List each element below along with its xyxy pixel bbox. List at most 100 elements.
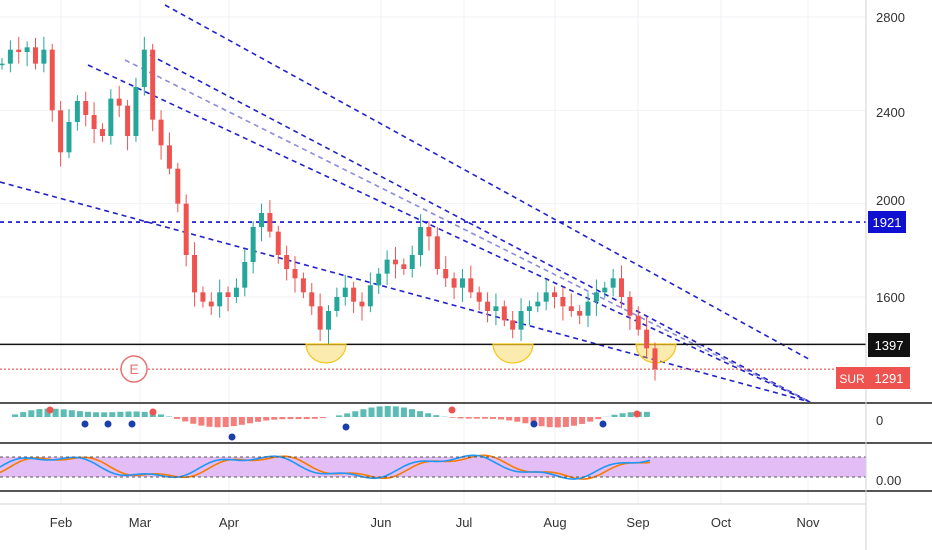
candle-body bbox=[300, 278, 306, 293]
candle-body bbox=[83, 101, 89, 115]
candle-body bbox=[359, 301, 365, 307]
candle-body bbox=[644, 329, 650, 349]
macd-bar bbox=[279, 417, 286, 420]
macd-bar bbox=[20, 412, 27, 417]
macd-bar bbox=[125, 411, 132, 417]
sur-badge-label: SUR bbox=[839, 372, 865, 386]
channel-line bbox=[124, 59, 811, 403]
macd-bar bbox=[182, 417, 189, 422]
candle-body bbox=[158, 119, 164, 146]
macd-bar bbox=[643, 411, 650, 417]
candle-body bbox=[24, 47, 30, 52]
pane-separators bbox=[0, 402, 932, 492]
stochastic-indicator bbox=[0, 454, 866, 480]
candle-body bbox=[493, 306, 499, 311]
candle-body bbox=[41, 49, 47, 64]
macd-signal-dot bbox=[228, 433, 236, 441]
macd-bar bbox=[481, 417, 488, 419]
macd-bar bbox=[473, 417, 480, 419]
candle-body bbox=[627, 297, 633, 316]
macd-zero-label: 0 bbox=[876, 413, 883, 428]
macd-bar bbox=[68, 410, 75, 417]
level-badge-1921: 1921 bbox=[868, 211, 906, 233]
macd-bar bbox=[344, 413, 351, 417]
macd-signal-dot bbox=[104, 420, 112, 428]
candle-body bbox=[501, 306, 507, 321]
candle-body bbox=[401, 264, 407, 269]
macd-bar bbox=[141, 411, 148, 417]
candle-body bbox=[0, 63, 5, 66]
macd-indicator bbox=[12, 406, 650, 441]
macd-bar bbox=[400, 407, 407, 417]
macd-bar bbox=[287, 417, 294, 420]
macd-bar bbox=[538, 417, 545, 427]
macd-bar bbox=[425, 413, 432, 417]
macd-bar bbox=[627, 412, 634, 417]
macd-bar bbox=[587, 417, 594, 422]
macd-bar bbox=[109, 412, 116, 417]
macd-bar bbox=[303, 417, 310, 420]
chart-grid bbox=[0, 0, 866, 504]
candle-body bbox=[351, 287, 357, 302]
macd-bar bbox=[263, 417, 270, 421]
macd-bar bbox=[271, 417, 278, 420]
candle-body bbox=[292, 269, 298, 279]
price-tick-2400: 2400 bbox=[876, 105, 905, 120]
candle-body bbox=[602, 287, 608, 293]
month-label-nov: Nov bbox=[796, 515, 820, 530]
candle-body bbox=[116, 98, 122, 106]
macd-bar bbox=[409, 409, 415, 417]
candle-body bbox=[275, 231, 281, 255]
candle-body bbox=[443, 269, 449, 279]
time-axis[interactable]: Feb Mar Apr Jun Jul Aug Sep Oct Nov bbox=[0, 503, 866, 530]
macd-bar bbox=[198, 417, 205, 426]
month-label-oct: Oct bbox=[711, 515, 732, 530]
macd-bar bbox=[546, 417, 553, 428]
price-tick-1600: 1600 bbox=[876, 290, 905, 305]
macd-bar bbox=[311, 417, 318, 419]
macd-bar bbox=[206, 417, 213, 427]
candle-body bbox=[250, 227, 256, 262]
macd-bar bbox=[214, 417, 221, 428]
candle-body bbox=[367, 285, 373, 307]
macd-bar bbox=[514, 417, 521, 422]
candle-body bbox=[183, 203, 189, 255]
month-label-jul: Jul bbox=[456, 515, 473, 530]
candle-body bbox=[133, 87, 139, 136]
price-axis[interactable]: 2800 2400 2000 1600 1921 1397 SUR 1291 0… bbox=[836, 0, 910, 550]
macd-signal-dot bbox=[342, 423, 350, 431]
stoch-zero-label: 0.00 bbox=[876, 473, 901, 488]
price-tick-2000: 2000 bbox=[876, 193, 905, 208]
candle-body bbox=[141, 49, 147, 87]
candlestick-series[interactable] bbox=[0, 36, 658, 381]
macd-bar bbox=[506, 417, 513, 421]
macd-signal-dot bbox=[633, 410, 641, 418]
macd-bar bbox=[619, 413, 626, 417]
macd-bar bbox=[360, 409, 367, 417]
macd-bar bbox=[490, 417, 496, 419]
candle-body bbox=[619, 278, 625, 297]
macd-bar bbox=[352, 411, 359, 417]
month-label-jun: Jun bbox=[371, 515, 392, 530]
macd-bar bbox=[384, 406, 391, 417]
price-levels bbox=[0, 221, 866, 370]
candle-body bbox=[384, 259, 390, 274]
month-label-aug: Aug bbox=[543, 515, 566, 530]
macd-signal-dot bbox=[599, 420, 607, 428]
candle-body bbox=[74, 101, 80, 122]
stochastic-k-line bbox=[0, 454, 651, 480]
macd-bar bbox=[449, 417, 456, 418]
cup-marker bbox=[492, 343, 534, 364]
macd-bar bbox=[12, 414, 19, 417]
candle-body bbox=[99, 129, 105, 136]
macd-bar bbox=[417, 411, 424, 417]
month-label-apr: Apr bbox=[219, 515, 240, 530]
candle-body bbox=[459, 278, 465, 288]
candle-body bbox=[593, 292, 599, 302]
macd-bar bbox=[255, 417, 262, 422]
candle-body bbox=[518, 311, 524, 330]
candle-body bbox=[577, 311, 583, 316]
event-marker[interactable]: E bbox=[120, 355, 148, 383]
macd-bar bbox=[28, 410, 35, 417]
